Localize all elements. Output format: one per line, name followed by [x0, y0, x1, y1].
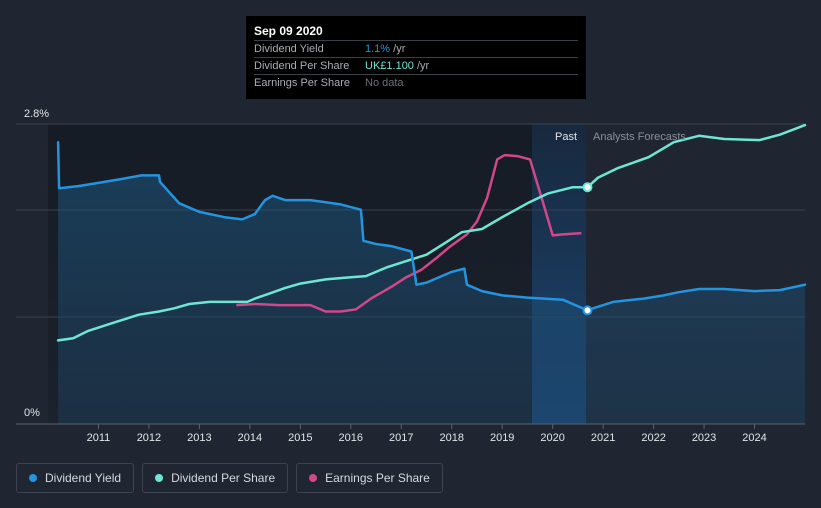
tooltip-row-dividend-yield: Dividend Yield 1.1% /yr [254, 41, 578, 58]
legend-label: Dividend Per Share [171, 471, 276, 485]
past-label: Past [555, 131, 577, 143]
data-tooltip: Sep 09 2020 Dividend Yield 1.1% /yr Divi… [246, 16, 586, 99]
tooltip-value: UK£1.100 [365, 60, 414, 72]
x-tick-label: 2012 [137, 432, 161, 444]
legend-label: Earnings Per Share [325, 471, 430, 485]
x-tick-label: 2020 [540, 432, 564, 444]
forecast-label: Analysts Forecasts [593, 131, 686, 143]
dividend-yield-area [58, 142, 806, 424]
tooltip-value: 1.1% [365, 43, 391, 55]
tooltip-row-dividend-per-share: Dividend Per Share UK£1.100 /yr [254, 58, 578, 75]
x-tick-label: 2016 [339, 432, 363, 444]
tooltip-label: Earnings Per Share [254, 77, 350, 89]
dividend-per-share-line [56, 123, 807, 342]
legend-dot-icon [309, 474, 318, 482]
x-tick-label: 2022 [641, 432, 665, 444]
series-lines [56, 123, 807, 342]
tooltip-row-earnings-per-share: Earnings Per Share No data [254, 75, 578, 91]
legend: Dividend Yield Dividend Per Share Earnin… [16, 463, 443, 493]
tooltip-date: Sep 09 2020 [254, 22, 578, 41]
value-markers [582, 182, 593, 316]
x-tick-label: 2019 [490, 432, 514, 444]
y-label-bottom: 0% [24, 407, 40, 419]
legend-item-earnings-per-share[interactable]: Earnings Per Share [296, 463, 443, 493]
dividend-yield-line [56, 140, 807, 312]
tooltip-label: Dividend Per Share [254, 60, 350, 72]
tooltip-unit: /yr [413, 60, 430, 72]
x-tick-label: 2024 [742, 432, 766, 444]
x-tick-label: 2018 [439, 432, 463, 444]
legend-item-dividend-yield[interactable]: Dividend Yield [16, 463, 135, 493]
earnings-per-share-line [236, 153, 582, 313]
y-label-top: 2.8% [24, 108, 49, 120]
x-tick-label: 2015 [288, 432, 312, 444]
x-tick-label: 2017 [389, 432, 413, 444]
legend-dot-icon [155, 474, 164, 482]
tooltip-unit: /yr [390, 43, 406, 55]
x-tick-label: 2014 [238, 432, 262, 444]
legend-dot-icon [29, 474, 37, 482]
x-axis-ticks: 2011 2012 2013 2014 2015 2016 2017 2018 2019 2020… [87, 424, 767, 444]
legend-label: Dividend Yield [45, 471, 122, 485]
tooltip-label: Dividend Yield [254, 43, 324, 55]
x-tick-label: 2023 [692, 432, 716, 444]
x-tick-label: 2013 [187, 432, 211, 444]
dividend-per-share-marker [582, 182, 593, 193]
x-tick-label: 2021 [591, 432, 615, 444]
dividend-yield-marker [582, 305, 593, 316]
tooltip-value: No data [365, 77, 404, 89]
legend-item-dividend-per-share[interactable]: Dividend Per Share [142, 463, 289, 493]
x-tick-label: 2011 [87, 432, 111, 444]
